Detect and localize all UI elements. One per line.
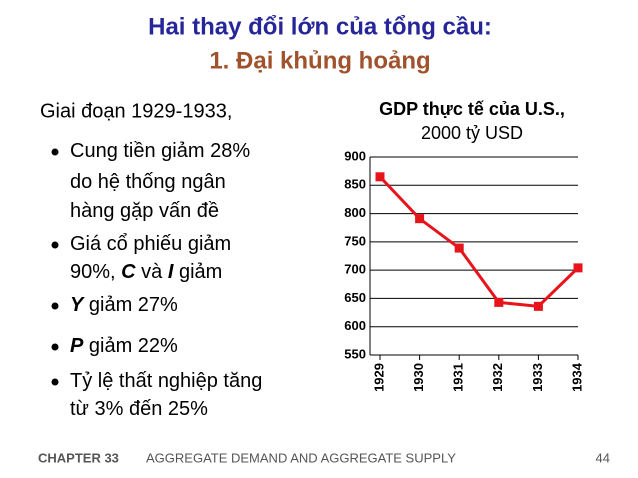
text-run: giảm (173, 261, 222, 283)
data-point (415, 214, 425, 224)
chart-subtitle: 2000 tỷ USD (421, 123, 523, 143)
y-tick-label: 850 (344, 177, 366, 192)
x-tick-label: 1930 (411, 363, 426, 392)
footer-chapter: CHAPTER 33 (38, 450, 119, 465)
x-tick-label: 1931 (451, 363, 466, 392)
slide-subtitle: 1. Đại khủng hoảng (209, 47, 430, 74)
footer-topic: AGGREGATE DEMAND AND AGGREGATE SUPPLY (146, 450, 456, 465)
text-run: và (136, 261, 168, 283)
bullet-text: từ 3% đến 25% (70, 398, 208, 420)
bullet-text: Tỷ lệ thất nghiệp tăng (70, 370, 262, 392)
text-run: giảm 27% (83, 294, 178, 316)
bullet-text: Y giảm 27% (70, 294, 178, 316)
page-number: 44 (596, 450, 610, 465)
emphasis: I (168, 261, 174, 283)
data-point (533, 301, 543, 311)
emphasis: Y (70, 294, 85, 316)
data-point (573, 263, 583, 273)
x-tick-label: 1933 (530, 363, 545, 392)
text-run: Cung tiền giảm 28% (70, 140, 250, 162)
y-tick-label: 900 (344, 148, 366, 163)
bullet-dot (51, 343, 59, 351)
text-run: hàng gặp vấn đề (70, 200, 219, 222)
text-run: giảm 22% (83, 335, 178, 357)
text-run: từ 3% đến 25% (70, 398, 208, 420)
data-point (375, 172, 385, 182)
y-tick-label: 750 (344, 233, 366, 248)
bullet-dot (51, 148, 59, 156)
bullet-text: hàng gặp vấn đề (70, 200, 219, 222)
intro: Giai đoạn 1929-1933, (40, 100, 232, 122)
y-tick-label: 600 (344, 318, 366, 333)
x-tick-label: 1934 (569, 362, 584, 392)
bullet-text: Cung tiền giảm 28% (70, 140, 250, 162)
y-tick-label: 800 (344, 205, 366, 220)
text-run: Tỷ lệ thất nghiệp tăng (70, 370, 262, 392)
text-run: 90%, (70, 261, 121, 283)
bullet-dot (51, 378, 59, 386)
bullet-text: 90%, C và I giảm (70, 261, 222, 283)
chart-title: GDP thực tế của U.S., (379, 99, 565, 119)
y-tick-label: 650 (344, 290, 366, 305)
y-tick-label: 550 (344, 346, 366, 361)
bullet-text: Giá cổ phiếu giảm (70, 233, 231, 255)
bullet-text: P giảm 22% (70, 335, 178, 357)
slide-title: Hai thay đổi lớn của tổng cầu: (148, 13, 492, 40)
y-tick-label: 700 (344, 262, 366, 277)
data-point (494, 297, 504, 307)
x-tick-label: 1932 (490, 363, 505, 392)
text-run: Giá cổ phiếu giảm (70, 233, 231, 255)
data-line (378, 175, 580, 308)
emphasis: P (70, 335, 84, 357)
text-run: do hệ thống ngân (70, 171, 226, 193)
data-point (454, 243, 464, 253)
x-tick-label: 1929 (371, 363, 386, 392)
emphasis: C (121, 261, 136, 283)
bullet-dot (51, 302, 59, 310)
bullet-text: do hệ thống ngân (70, 171, 226, 193)
bullet-dot (51, 241, 59, 249)
